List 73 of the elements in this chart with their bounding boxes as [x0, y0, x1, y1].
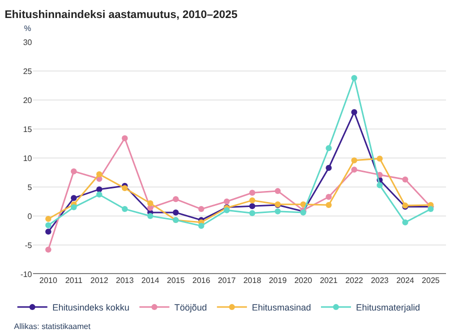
- point: [96, 171, 102, 178]
- y-tick-label: 5: [28, 182, 33, 192]
- y-tick-label: -5: [24, 240, 33, 250]
- y-tick-label: 10: [23, 154, 33, 163]
- x-tick-label: 2019: [268, 276, 288, 285]
- point: [45, 228, 52, 235]
- point: [45, 216, 52, 222]
- x-tick-label: 2024: [396, 276, 415, 285]
- point: [376, 182, 383, 188]
- x-tick-label: 2014: [141, 276, 160, 285]
- point: [96, 186, 102, 192]
- x-tick-label: 2016: [192, 276, 211, 285]
- point: [274, 188, 281, 194]
- x-tick-label: 2017: [218, 276, 236, 285]
- point: [351, 74, 358, 81]
- point: [351, 109, 358, 116]
- point: [122, 185, 128, 192]
- point: [122, 135, 128, 142]
- text: Allikas: statistikaamet: [14, 322, 92, 331]
- point: [147, 200, 154, 206]
- point: [96, 192, 102, 198]
- point: [249, 203, 256, 210]
- point: [172, 210, 179, 216]
- legend-label: Ehitusmaterjalid: [356, 302, 420, 313]
- point: [376, 156, 383, 162]
- point: [402, 176, 408, 182]
- point: [351, 166, 358, 173]
- y-tick-label: 30: [23, 38, 33, 47]
- x-tick-label: 2022: [345, 276, 364, 285]
- point: [249, 197, 256, 204]
- x-tick-label: 2021: [320, 276, 338, 285]
- y-tick-label: 20: [23, 96, 33, 105]
- y-axis-title: %: [24, 24, 32, 33]
- point: [122, 206, 128, 212]
- point: [326, 194, 332, 200]
- x-tick-label: 2025: [422, 276, 440, 285]
- point: [224, 207, 230, 214]
- x-tick-label: 2015: [166, 276, 186, 285]
- point: [172, 196, 179, 202]
- point: [198, 222, 204, 229]
- point: [351, 157, 358, 164]
- point: [224, 198, 230, 204]
- point: [249, 190, 256, 196]
- point: [326, 202, 332, 208]
- point: [70, 195, 77, 202]
- y-tick-label: 25: [23, 66, 33, 76]
- point: [402, 219, 408, 226]
- x-tick-label: 2018: [243, 276, 262, 285]
- x-tick-label: 2020: [294, 276, 313, 285]
- y-tick-label: 15: [23, 124, 33, 134]
- point: [70, 168, 77, 174]
- x-tick-label: 2013: [116, 276, 134, 285]
- x-tick-label: 2011: [65, 276, 83, 285]
- point: [45, 222, 52, 228]
- legend-label: Tööjõud: [174, 302, 207, 313]
- point: [326, 145, 332, 152]
- point: [70, 204, 77, 210]
- chart-title: Ehitushinnaindeksi aastamuutus, 2010–2025: [4, 8, 238, 21]
- point: [198, 206, 204, 212]
- point: [147, 213, 154, 219]
- x-tick-label: 2012: [90, 276, 109, 285]
- point: [274, 208, 281, 214]
- point: [300, 201, 306, 208]
- y-tick-label: -10: [20, 270, 33, 279]
- point: [428, 206, 434, 212]
- legend-label: Ehitusmasinad: [252, 302, 311, 313]
- x-tick-label: 2010: [39, 276, 58, 285]
- legend-label: Ehitusindeks kokku: [52, 302, 130, 313]
- point: [249, 210, 256, 216]
- y-tick-label: 0: [28, 212, 33, 221]
- x-tick-label: 2023: [370, 276, 390, 285]
- point: [45, 246, 52, 253]
- point: [326, 164, 332, 171]
